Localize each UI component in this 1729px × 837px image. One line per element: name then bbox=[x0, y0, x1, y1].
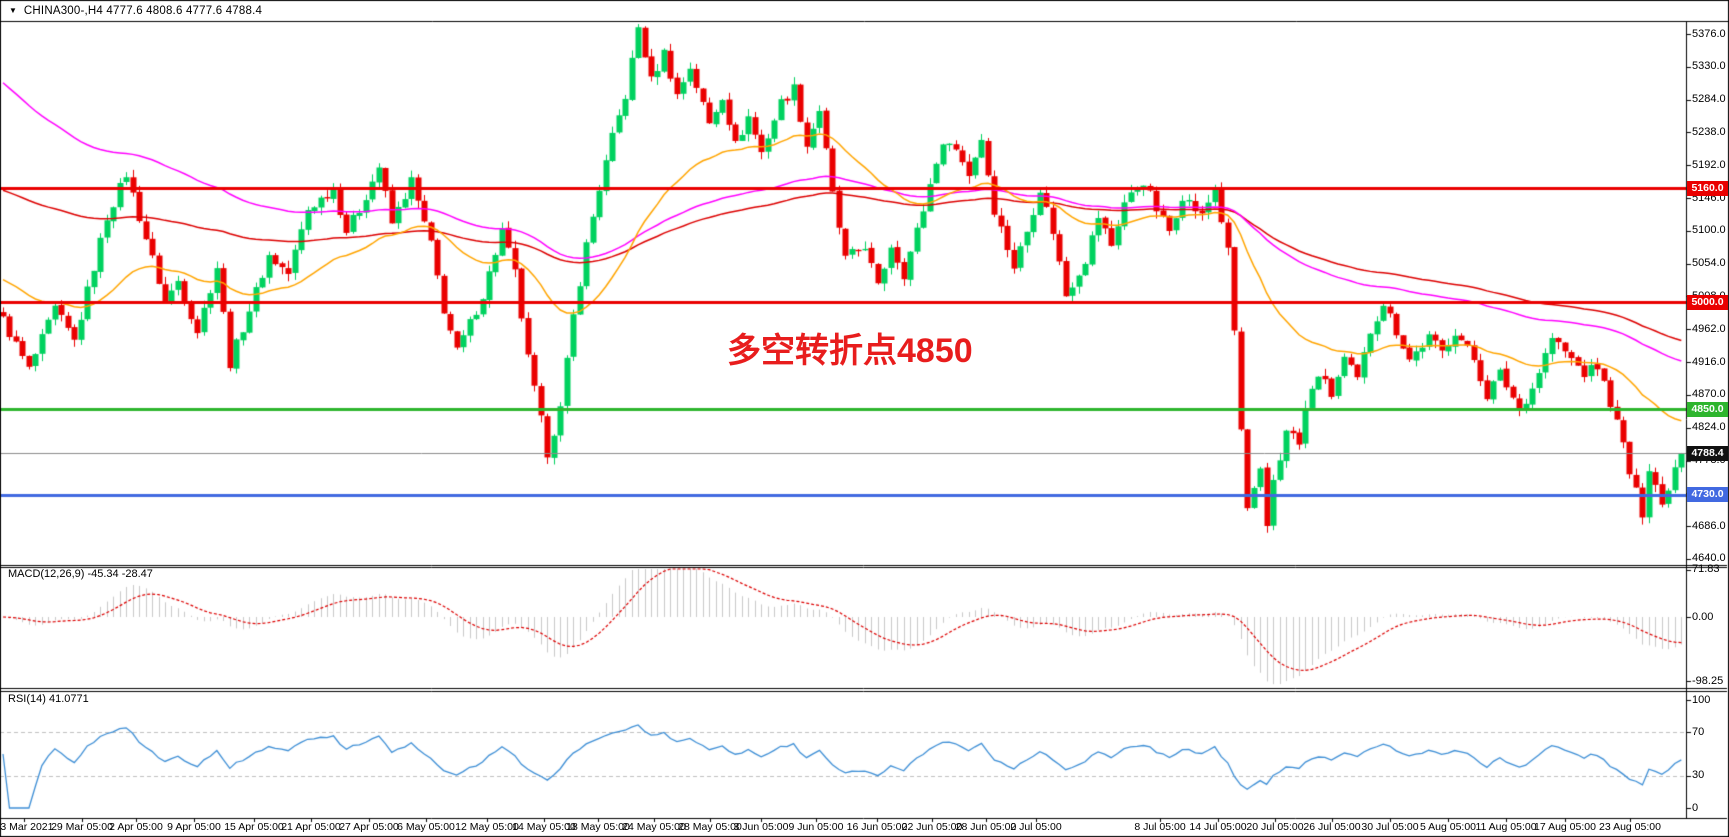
price-tick-label: 5376.0 bbox=[1692, 27, 1726, 40]
time-axis-label: 22 Jun 05:00 bbox=[901, 821, 963, 833]
time-axis-label: 16 Jun 05:00 bbox=[846, 821, 908, 833]
price-tick-label: 5330.0 bbox=[1692, 60, 1726, 73]
rsi-scale-label: 70 bbox=[1692, 725, 1705, 738]
time-axis-label: 27 Apr 05:00 bbox=[339, 821, 399, 833]
time-axis-label: 28 May 05:00 bbox=[678, 821, 742, 833]
time-axis-label: 21 Apr 05:00 bbox=[281, 821, 341, 833]
time-axis-label: 6 May 05:00 bbox=[397, 821, 455, 833]
price-tick-label: 5100.0 bbox=[1692, 224, 1726, 237]
price-tick-label: 4962.0 bbox=[1692, 322, 1726, 335]
time-axis-label: 17 Aug 05:00 bbox=[1534, 821, 1596, 833]
macd-indicator-label: MACD(12,26,9) -45.34 -28.47 bbox=[8, 568, 153, 580]
time-axis-label: 14 Jul 05:00 bbox=[1189, 821, 1247, 833]
time-axis-label: 20 Jul 05:00 bbox=[1246, 821, 1304, 833]
time-axis-label: 2 Jul 05:00 bbox=[1010, 821, 1062, 833]
annotation-text[interactable]: 多空转折点4850 bbox=[727, 332, 973, 370]
window-menu-icon[interactable]: ▼ bbox=[9, 6, 17, 15]
price-level-badge[interactable]: 4730.0 bbox=[1687, 487, 1728, 503]
time-axis-label: 29 Mar 05:00 bbox=[51, 821, 113, 833]
time-axis-label: 24 May 05:00 bbox=[622, 821, 686, 833]
price-tick-label: 5238.0 bbox=[1692, 125, 1726, 138]
macd-scale-label: -98.25 bbox=[1692, 674, 1724, 687]
rsi-scale-label: 30 bbox=[1692, 769, 1705, 782]
time-axis-label: 15 Apr 05:00 bbox=[224, 821, 284, 833]
price-tick-label: 5192.0 bbox=[1692, 158, 1726, 171]
price-tick-label: 4686.0 bbox=[1692, 519, 1726, 532]
price-tick-label: 5284.0 bbox=[1692, 93, 1726, 106]
time-axis-label: 28 Jun 05:00 bbox=[955, 821, 1017, 833]
time-axis-label: 9 Apr 05:00 bbox=[167, 821, 221, 833]
time-axis-label: 12 May 05:00 bbox=[455, 821, 519, 833]
time-axis-label: 8 Jul 05:00 bbox=[1134, 821, 1186, 833]
time-axis-label: 26 Jul 05:00 bbox=[1303, 821, 1361, 833]
time-axis-label: 5 Aug 05:00 bbox=[1419, 821, 1477, 833]
time-axis-label: 18 May 05:00 bbox=[566, 821, 630, 833]
time-axis-label: 3 Jun 05:00 bbox=[733, 821, 789, 833]
price-tick-label: 5054.0 bbox=[1692, 257, 1726, 270]
rsi-indicator-label: RSI(14) 41.0771 bbox=[8, 693, 89, 705]
chart-title: CHINA300-,H4 4777.6 4808.6 4777.6 4788.4 bbox=[23, 4, 263, 17]
price-level-badge[interactable]: 5000.0 bbox=[1687, 294, 1728, 310]
time-axis-label: 9 Jun 05:00 bbox=[788, 821, 844, 833]
price-tick-label: 4824.0 bbox=[1692, 421, 1726, 434]
price-level-badge[interactable]: 4850.0 bbox=[1687, 401, 1728, 417]
price-level-badge[interactable]: 4788.4 bbox=[1687, 445, 1728, 461]
time-axis-label: 23 Aug 05:00 bbox=[1599, 821, 1661, 833]
time-axis-label: 2 Apr 05:00 bbox=[109, 821, 163, 833]
price-tick-label: 4916.0 bbox=[1692, 355, 1726, 368]
rsi-scale-label: 0 bbox=[1692, 801, 1699, 814]
price-tick-label: 4870.0 bbox=[1692, 388, 1726, 401]
macd-scale-label: 71.83 bbox=[1692, 563, 1720, 576]
time-axis-label: 14 May 05:00 bbox=[512, 821, 576, 833]
macd-scale-label: 0.00 bbox=[1692, 610, 1714, 623]
chart-title-bar: ▼ CHINA300-,H4 4777.6 4808.6 4777.6 4788… bbox=[0, 0, 1729, 21]
time-axis-label: 11 Aug 05:00 bbox=[1475, 821, 1537, 833]
price-level-badge[interactable]: 5160.0 bbox=[1687, 180, 1728, 196]
price-tick-label: 4640.0 bbox=[1692, 552, 1726, 565]
rsi-scale-label: 100 bbox=[1692, 693, 1711, 706]
time-axis-label: 30 Jul 05:00 bbox=[1361, 821, 1419, 833]
time-axis-label: 23 Mar 2021 bbox=[0, 821, 54, 833]
